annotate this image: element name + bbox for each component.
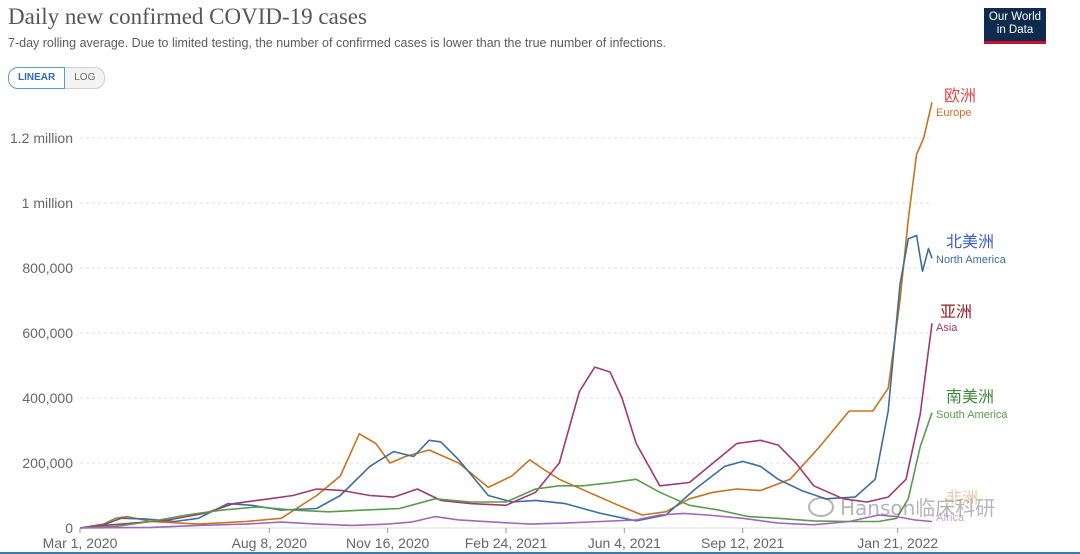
x-tick-label: Nov 16, 2020: [346, 535, 429, 551]
y-tick-label: 1 million: [22, 195, 73, 211]
series-label-zh-north-america: 北美洲: [946, 232, 994, 251]
series-label-zh-africa: 非洲: [946, 488, 978, 507]
series-label-zh-asia: 亚洲: [940, 302, 972, 321]
x-tick-label: Jun 4, 2021: [588, 535, 661, 551]
log-scale-button[interactable]: LOG: [65, 67, 106, 89]
x-tick-label: Mar 1, 2020: [43, 535, 118, 551]
series-label-zh-south-america: 南美洲: [946, 387, 994, 406]
x-tick-label: Aug 8, 2020: [232, 535, 308, 551]
y-tick-label: 800,000: [22, 260, 73, 276]
watermark: Hanson临床科研: [808, 492, 995, 521]
series-label-zh-europe: 欧洲: [944, 86, 976, 105]
y-tick-label: 1.2 million: [10, 130, 73, 146]
watermark-text: Hanson临床科研: [840, 496, 996, 520]
series-label-africa: Africa: [936, 512, 965, 524]
series-lines: [79, 102, 933, 529]
y-tick-label: 200,000: [22, 455, 73, 471]
series-label-europe: Europe: [936, 107, 971, 119]
logo-line-1: Our World: [988, 11, 1042, 23]
scale-toggle: LINEAR LOG: [8, 67, 106, 89]
y-tick-label: 400,000: [22, 390, 73, 406]
y-tick-label: 0: [65, 520, 73, 536]
x-tick-label: Jan 21, 2022: [857, 535, 938, 551]
series-line-south-america: [79, 412, 933, 529]
owid-logo[interactable]: Our World in Data: [984, 8, 1046, 44]
chart-subtitle: 7-day rolling average. Due to limited te…: [8, 36, 666, 50]
y-tick-label: 600,000: [22, 325, 73, 341]
x-tick-label: Sep 12, 2021: [701, 535, 785, 551]
y-axis-ticks: 0 200,000 400,000 600,000 800,000 1 million 1.…: [10, 130, 73, 536]
series-line-north-america: [79, 234, 933, 529]
logo-line-2: in Data: [996, 24, 1034, 36]
wechat-icon: [808, 496, 834, 517]
series-line-europe: [79, 102, 933, 529]
linear-scale-button[interactable]: LINEAR: [8, 67, 66, 89]
chart-title: Daily new confirmed COVID-19 cases: [8, 4, 367, 29]
series-line-asia: [79, 323, 933, 529]
x-tick-label: Feb 24, 2021: [465, 535, 548, 551]
series-label-asia: Asia: [936, 322, 958, 334]
series-label-south-america: South America: [936, 409, 1008, 421]
series-line-africa: [79, 512, 933, 529]
x-axis-ticks: Mar 1, 2020 Aug 8, 2020 Nov 16, 2020 Feb 24…: [43, 528, 938, 551]
grid-lines: [80, 137, 932, 529]
series-label-north-america: North America: [936, 254, 1007, 266]
bottom-border: [0, 552, 1080, 554]
